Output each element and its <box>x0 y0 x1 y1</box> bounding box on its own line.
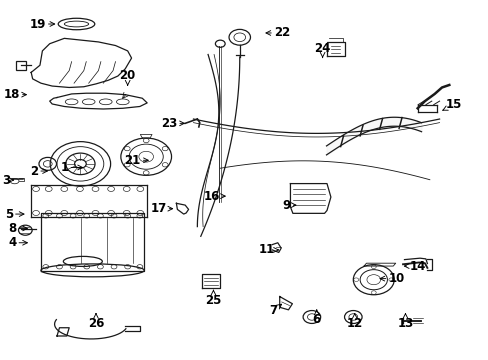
Text: 4: 4 <box>8 236 27 249</box>
Text: 13: 13 <box>397 314 413 330</box>
Text: 15: 15 <box>442 98 462 111</box>
Text: 10: 10 <box>379 272 404 285</box>
Text: 7: 7 <box>268 304 281 318</box>
Text: 23: 23 <box>161 117 184 130</box>
Text: 3: 3 <box>2 174 14 186</box>
Text: 24: 24 <box>314 41 330 58</box>
Text: 18: 18 <box>3 88 26 101</box>
Text: 5: 5 <box>4 208 24 221</box>
Text: 25: 25 <box>205 290 221 307</box>
Text: 21: 21 <box>124 154 148 167</box>
Text: 16: 16 <box>203 190 225 203</box>
Text: 2: 2 <box>30 165 47 177</box>
Text: 26: 26 <box>88 314 104 330</box>
Text: 20: 20 <box>119 69 136 85</box>
Text: 17: 17 <box>150 202 172 215</box>
Text: 9: 9 <box>282 199 295 212</box>
Text: 14: 14 <box>404 260 425 273</box>
Text: 8: 8 <box>8 222 27 235</box>
Text: 1: 1 <box>60 161 82 174</box>
Text: 6: 6 <box>312 310 320 327</box>
Text: 12: 12 <box>346 314 362 330</box>
Text: 22: 22 <box>265 27 290 40</box>
Text: 19: 19 <box>29 18 55 31</box>
Text: 11: 11 <box>258 243 278 256</box>
